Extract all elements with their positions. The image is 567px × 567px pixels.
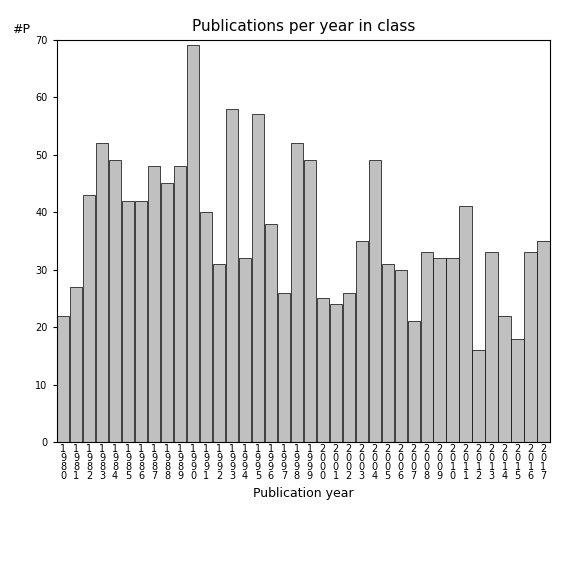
Bar [161,184,173,442]
Bar [57,316,69,442]
Bar [369,160,381,442]
Bar [109,160,121,442]
Bar [239,258,251,442]
Bar [446,258,459,442]
Bar [472,350,485,442]
Bar [511,338,524,442]
Title: Publications per year in class: Publications per year in class [192,19,415,35]
Bar [329,304,342,442]
Bar [498,316,511,442]
Bar [524,252,537,442]
Bar [382,264,394,442]
Bar [265,224,277,442]
Bar [434,258,446,442]
Bar [316,298,329,442]
Bar [70,287,82,442]
Bar [96,143,108,442]
Bar [421,252,433,442]
Bar [304,160,316,442]
Bar [148,166,160,442]
Bar [174,166,186,442]
Bar [356,241,368,442]
Bar [459,206,472,442]
Bar [213,264,225,442]
Bar [226,109,238,442]
Bar [278,293,290,442]
Bar [252,115,264,442]
Bar [83,195,95,442]
Bar [200,212,212,442]
Bar [291,143,303,442]
X-axis label: Publication year: Publication year [253,487,354,500]
Bar [187,45,199,442]
Bar [408,321,420,442]
Bar [135,201,147,442]
Bar [395,270,407,442]
Text: #P: #P [12,23,30,36]
Bar [122,201,134,442]
Bar [342,293,355,442]
Bar [485,252,498,442]
Bar [538,241,549,442]
